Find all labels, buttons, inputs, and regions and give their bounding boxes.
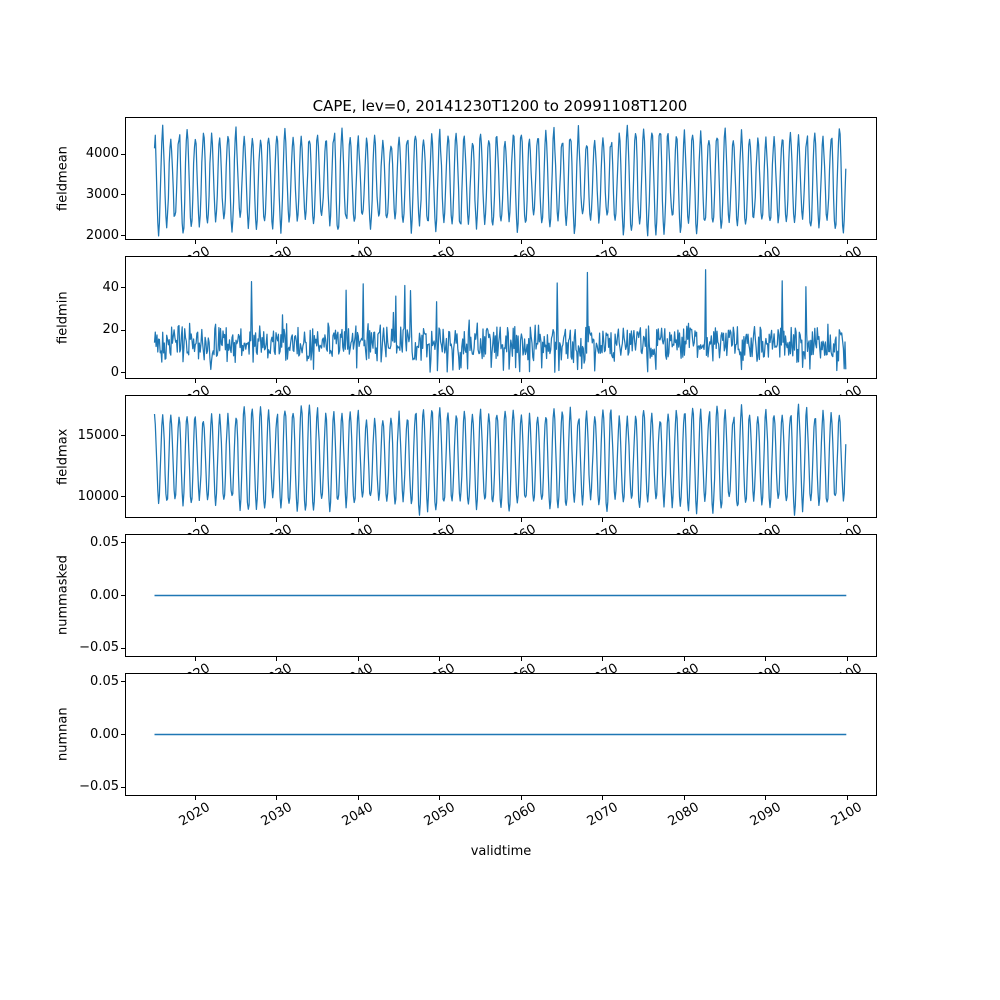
y-tick-mark <box>121 647 125 649</box>
x-tick-mark <box>846 379 848 383</box>
x-tick-mark <box>846 796 848 800</box>
x-tick-mark <box>276 657 278 661</box>
y-tick-label: 15000 <box>77 427 119 443</box>
y-tick-label: 0.05 <box>90 534 119 550</box>
x-tick-mark <box>846 240 848 244</box>
x-tick-mark <box>602 379 604 383</box>
x-tick-mark <box>357 796 359 800</box>
x-tick-mark <box>194 796 196 800</box>
series-line <box>153 269 847 373</box>
x-tick-mark <box>520 379 522 383</box>
x-tick-mark <box>602 796 604 800</box>
x-tick-mark <box>602 240 604 244</box>
y-tick-label: 0.05 <box>90 673 119 689</box>
x-tick-mark <box>683 379 685 383</box>
y-tick-label: −0.05 <box>79 779 119 795</box>
x-tick-mark <box>520 796 522 800</box>
y-tick-mark <box>121 329 125 331</box>
y-tick-label: −0.05 <box>79 640 119 656</box>
x-tick-mark <box>194 379 196 383</box>
x-tick-mark <box>439 796 441 800</box>
y-axis-label: fieldmean <box>55 146 71 211</box>
y-tick-mark <box>121 496 125 498</box>
line-chart-canvas <box>153 124 847 237</box>
line-chart-canvas <box>153 269 847 373</box>
y-tick-mark <box>121 435 125 437</box>
y-tick-label: 40 <box>102 279 119 295</box>
x-tick-mark <box>194 518 196 522</box>
x-tick-mark <box>439 240 441 244</box>
series-line <box>153 124 847 237</box>
x-tick-mark <box>765 657 767 661</box>
x-tick-mark <box>683 240 685 244</box>
x-tick-mark <box>357 240 359 244</box>
y-tick-mark <box>121 681 125 683</box>
y-tick-mark <box>121 734 125 735</box>
x-tick-mark <box>357 518 359 522</box>
y-tick-label: 0.00 <box>90 726 119 742</box>
y-tick-label: 10000 <box>77 488 119 504</box>
x-tick-mark <box>439 518 441 522</box>
y-tick-mark <box>121 542 125 544</box>
x-tick-mark <box>194 657 196 661</box>
y-axis-label: fieldmin <box>55 291 71 344</box>
y-tick-label: 0 <box>110 364 119 380</box>
y-tick-label: 0.00 <box>90 587 119 603</box>
x-tick-mark <box>276 379 278 383</box>
x-tick-mark <box>439 379 441 383</box>
x-tick-mark <box>520 240 522 244</box>
x-tick-mark <box>439 657 441 661</box>
x-tick-mark <box>520 657 522 661</box>
x-tick-mark <box>602 657 604 661</box>
x-tick-mark <box>357 657 359 661</box>
x-tick-mark <box>765 240 767 244</box>
y-tick-mark <box>121 595 125 596</box>
line-chart-canvas <box>153 403 847 516</box>
x-tick-mark <box>276 240 278 244</box>
x-tick-mark <box>765 796 767 800</box>
y-tick-mark <box>121 194 125 196</box>
y-tick-mark <box>121 372 125 373</box>
y-tick-label: 20 <box>102 322 119 338</box>
x-tick-mark <box>683 518 685 522</box>
y-tick-label: 4000 <box>85 146 119 162</box>
subplot-nummasked: nummasked −0.050.000.05 2020203020402050… <box>56 534 877 690</box>
y-tick-mark <box>121 287 125 289</box>
x-tick-mark <box>683 796 685 800</box>
x-tick-mark <box>765 379 767 383</box>
series-line <box>153 403 847 516</box>
y-tick-mark <box>121 235 125 237</box>
y-tick-mark <box>121 786 125 788</box>
line-chart-canvas <box>154 594 847 597</box>
x-tick-mark <box>683 657 685 661</box>
x-tick-mark <box>602 518 604 522</box>
x-tick-mark <box>765 518 767 522</box>
y-tick-label: 2000 <box>85 227 119 243</box>
x-tick-mark <box>276 796 278 800</box>
y-tick-mark <box>121 153 125 155</box>
line-chart-canvas <box>154 733 847 736</box>
x-tick-mark <box>846 657 848 661</box>
figure-title: CAPE, lev=0, 20141230T1200 to 20991108T1… <box>312 97 688 115</box>
x-axis-label: validtime <box>470 844 532 859</box>
y-tick-label: 3000 <box>85 186 119 202</box>
x-tick-mark <box>276 518 278 522</box>
x-tick-mark <box>357 379 359 383</box>
x-tick-mark <box>520 518 522 522</box>
x-tick-mark <box>846 518 848 522</box>
x-tick-mark <box>194 240 196 244</box>
subplot-numnan: numnan −0.05 0.00 0.05 2020 2030 2040 2050 206… <box>56 673 877 859</box>
